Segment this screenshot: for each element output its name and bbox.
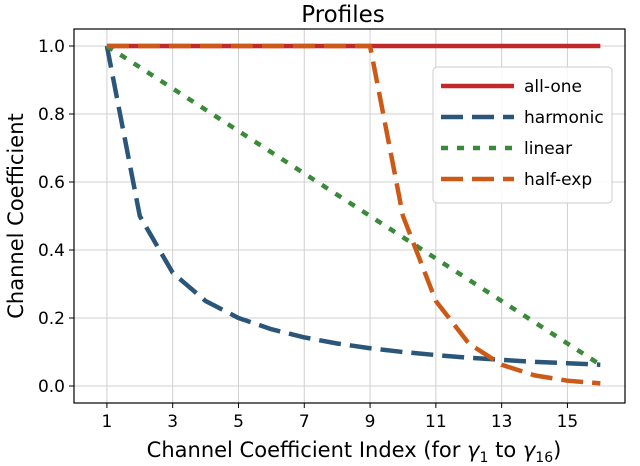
x-axis-label-middle: to bbox=[488, 438, 522, 462]
series-line-harmonic bbox=[104, 45, 601, 367]
series-line-half-exp bbox=[106, 43, 601, 386]
x-axis-label: Channel Coefficient Index (for γ1 to γ16… bbox=[147, 438, 562, 466]
legend-box bbox=[432, 66, 613, 204]
legend-label-linear: linear bbox=[524, 139, 572, 159]
x-tick-label: 13 bbox=[491, 412, 513, 432]
y-tick-label: 0.6 bbox=[38, 173, 65, 193]
x-axis-label-sub1: 1 bbox=[479, 450, 488, 466]
axis-ticks: 1 3 5 7 9 11 13 150.00.20.40.60.81.0 bbox=[38, 37, 578, 432]
x-axis-label-close: ) bbox=[553, 438, 561, 462]
series-lines bbox=[104, 43, 602, 386]
plot-frame bbox=[73, 28, 626, 404]
legend-label-harmonic: harmonic bbox=[524, 108, 604, 128]
x-tick-label: 3 bbox=[167, 412, 178, 432]
x-tick-label: 11 bbox=[425, 412, 447, 432]
y-tick-label: 1.0 bbox=[38, 37, 65, 57]
y-tick-label: 0.2 bbox=[38, 309, 65, 329]
y-tick-label: 0.0 bbox=[38, 377, 65, 397]
legend: all-one harmonic linear half-exp bbox=[432, 66, 613, 204]
x-tick-label: 7 bbox=[299, 412, 310, 432]
legend-label-all-one: all-one bbox=[524, 77, 582, 97]
y-tick-label: 0.8 bbox=[38, 105, 65, 125]
series-line-linear bbox=[105, 44, 602, 367]
x-axis-label-gamma16: γ bbox=[523, 438, 537, 462]
legend-label-half-exp: half-exp bbox=[524, 170, 592, 190]
chart-title: Profiles bbox=[301, 2, 385, 28]
x-tick-label: 9 bbox=[365, 412, 376, 432]
y-axis-label: Channel Coefficient bbox=[4, 113, 28, 318]
x-tick-label: 1 bbox=[101, 412, 112, 432]
x-axis-label-gamma1: γ bbox=[467, 438, 481, 462]
x-tick-label: 15 bbox=[557, 412, 579, 432]
x-axis-label-main: Channel Coefficient Index (for bbox=[147, 438, 467, 462]
x-axis-label-sub16: 16 bbox=[535, 450, 553, 466]
x-tick-label: 5 bbox=[233, 412, 244, 432]
y-tick-label: 0.4 bbox=[38, 241, 65, 261]
